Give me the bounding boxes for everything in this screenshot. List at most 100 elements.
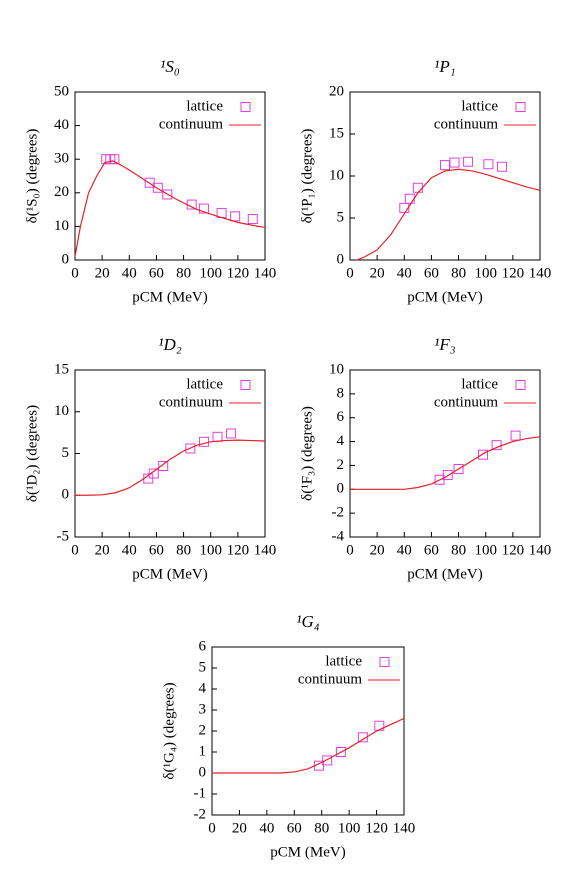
y-tick-label: 5 <box>199 659 207 675</box>
x-tick-label: 100 <box>199 542 222 558</box>
y-tick-label: 10 <box>329 167 344 183</box>
x-tick-label: 100 <box>474 265 497 281</box>
data-point <box>478 449 488 460</box>
data-point <box>198 436 209 447</box>
data-point <box>226 428 237 439</box>
y-tick-label: 8 <box>337 385 345 401</box>
y-tick-label: 0 <box>337 481 345 497</box>
y-tick-label: 0 <box>199 764 207 780</box>
data-point <box>442 469 453 480</box>
x-tick-label: 60 <box>287 820 302 836</box>
y-tick-label: 3 <box>199 701 207 717</box>
y-tick-label: 30 <box>54 151 69 167</box>
data-point <box>185 443 196 454</box>
y-tick-label: 15 <box>54 361 69 377</box>
x-tick-label: 140 <box>529 265 552 281</box>
y-tick-label: 0 <box>62 251 70 267</box>
x-tick-label: 140 <box>529 542 552 558</box>
data-point <box>198 203 209 214</box>
legend-marker <box>240 380 251 390</box>
x-tick-label: 40 <box>397 265 412 281</box>
data-point <box>152 182 163 193</box>
y-tick-label: 4 <box>337 433 345 449</box>
x-tick-label: 0 <box>346 265 354 281</box>
legend-label: continuum <box>159 116 223 132</box>
y-axis-label: δ(¹F₃) (degrees) <box>299 406 315 501</box>
data-point <box>109 154 120 165</box>
y-tick-label: 40 <box>54 117 69 133</box>
y-tick-label: 1 <box>199 743 207 759</box>
y-tick-label: 20 <box>329 83 344 99</box>
x-tick-label: 40 <box>122 542 137 558</box>
data-point <box>158 461 169 472</box>
legend-label: continuum <box>298 671 362 687</box>
x-tick-label: 0 <box>208 820 216 836</box>
x-tick-label: 80 <box>176 265 191 281</box>
y-tick-label: 5 <box>62 445 70 461</box>
x-axis-label: pCM (MeV) <box>132 566 207 582</box>
legend-label: lattice <box>461 376 498 392</box>
y-tick-label: 50 <box>54 83 69 99</box>
y-tick-label: 5 <box>337 209 345 225</box>
x-tick-label: 80 <box>314 820 329 836</box>
y-tick-label: 10 <box>54 403 69 419</box>
data-point <box>162 189 173 200</box>
legend-label: continuum <box>434 116 498 132</box>
x-tick-label: 20 <box>370 542 385 558</box>
curve <box>356 168 541 261</box>
chart-title: ¹D₂ <box>158 335 181 354</box>
x-tick-label: 40 <box>259 820 274 836</box>
x-axis-label: pCM (MeV) <box>132 289 207 305</box>
x-tick-label: 140 <box>254 542 277 558</box>
data-point <box>453 464 464 475</box>
x-tick-label: 140 <box>254 265 277 281</box>
data-point <box>483 159 494 170</box>
data-point <box>404 193 415 204</box>
x-tick-label: 120 <box>365 820 388 836</box>
y-tick-label: 10 <box>54 218 69 234</box>
data-point <box>412 182 423 193</box>
x-tick-label: 20 <box>95 542 110 558</box>
y-tick-label: -2 <box>194 806 207 822</box>
x-tick-label: 80 <box>176 542 191 558</box>
y-axis-label: δ(¹D₂) (degrees) <box>24 405 40 502</box>
x-tick-label: 100 <box>338 820 361 836</box>
data-point <box>212 431 223 442</box>
y-axis-label: δ(¹S₀) (degrees) <box>24 129 40 224</box>
chart-title: ¹G₄ <box>296 612 319 631</box>
x-tick-label: 120 <box>227 542 250 558</box>
y-tick-label: 2 <box>337 457 345 473</box>
y-tick-label: -2 <box>332 505 345 521</box>
data-point <box>335 747 346 757</box>
x-tick-label: 0 <box>71 265 79 281</box>
x-axis-label: pCM (MeV) <box>270 844 345 860</box>
y-tick-label: 10 <box>329 361 344 377</box>
x-tick-label: 60 <box>149 542 164 558</box>
x-tick-label: 80 <box>451 265 466 281</box>
y-tick-label: -1 <box>194 785 207 801</box>
legend-marker <box>515 102 526 112</box>
data-point <box>186 199 197 210</box>
x-tick-label: 120 <box>227 265 250 281</box>
x-tick-label: 20 <box>370 265 385 281</box>
legend-label: continuum <box>159 394 223 410</box>
legend-label: lattice <box>325 653 362 669</box>
curve <box>75 439 266 496</box>
legend-label: lattice <box>461 98 498 114</box>
y-tick-label: 6 <box>199 638 207 654</box>
legend-label: continuum <box>434 394 498 410</box>
y-tick-label: 2 <box>199 722 207 738</box>
x-tick-label: 100 <box>199 265 222 281</box>
y-tick-label: 20 <box>54 184 69 200</box>
data-point <box>230 211 241 222</box>
y-tick-label: -5 <box>57 528 70 544</box>
y-tick-label: 6 <box>337 409 345 425</box>
x-tick-label: 0 <box>71 542 79 558</box>
x-tick-label: 80 <box>451 542 466 558</box>
chart-title: ¹S₀ <box>160 57 180 76</box>
x-tick-label: 40 <box>122 265 137 281</box>
data-point <box>247 214 258 225</box>
data-point <box>497 161 507 172</box>
data-point <box>322 755 333 766</box>
